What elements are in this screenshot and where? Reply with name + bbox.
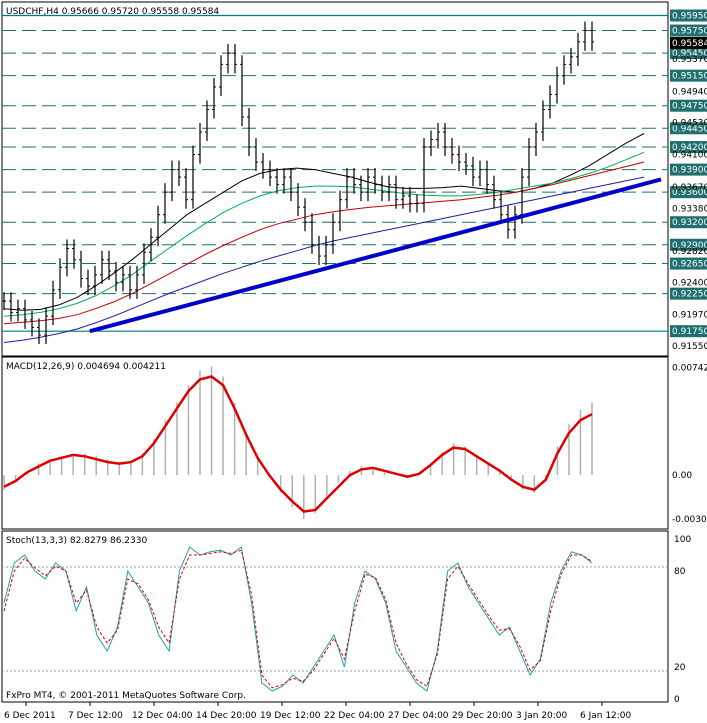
price-panel-title: USDCHF,H4 0.95666 0.95720 0.95558 0.9558… bbox=[6, 7, 219, 17]
time-axis: 6 Dec 2011 7 Dec 12:00 12 Dec 04:00 14 Dec … bbox=[4, 702, 632, 721]
level-label-box bbox=[670, 69, 707, 82]
stoch-signal-line bbox=[3, 549, 593, 689]
stoch-tick-label: 100 bbox=[674, 535, 691, 545]
price-series bbox=[2, 21, 594, 344]
stoch-tick-label: 20 bbox=[674, 663, 686, 673]
macd-panel-title: MACD(12,26,9) 0.004694 0.004211 bbox=[6, 362, 166, 372]
current-price-box bbox=[670, 37, 707, 50]
macd-axis: 0.007426 0.00 -0.003027 bbox=[672, 363, 707, 525]
macd-panel bbox=[1, 356, 669, 530]
level-label-box bbox=[670, 257, 707, 270]
price-tick-label: 0.95584 bbox=[672, 39, 707, 49]
price-tick-label: 0.92400 bbox=[672, 278, 707, 288]
stoch-tick-label: 0 bbox=[674, 695, 680, 705]
level-label: 0.95950 bbox=[672, 12, 707, 22]
level-label-box bbox=[670, 238, 707, 251]
level-label: 0.93200 bbox=[672, 218, 707, 228]
price-tick-label: 0.91550 bbox=[672, 342, 707, 352]
macd-tick-label: 0.007426 bbox=[672, 363, 707, 373]
price-tick-label: 0.94100 bbox=[672, 151, 707, 161]
level-label-box bbox=[670, 47, 707, 60]
level-label: 0.92650 bbox=[672, 260, 707, 270]
level-label-box bbox=[670, 122, 707, 135]
level-label: 0.95750 bbox=[672, 27, 707, 37]
price-tick-label: 0.91970 bbox=[672, 311, 707, 321]
price-axis: 0.95584 0.95370 0.94940 0.94530 0.94100 0.936… bbox=[670, 37, 707, 352]
moving-average-line bbox=[3, 151, 645, 317]
time-tick-label: 27 Dec 04:00 bbox=[388, 711, 449, 721]
time-tick-label: 6 Jan 12:00 bbox=[580, 711, 632, 721]
price-tick-label: 0.93670 bbox=[672, 183, 707, 193]
price-panel bbox=[1, 1, 669, 357]
level-label: 0.95150 bbox=[672, 72, 707, 82]
level-label: 0.93900 bbox=[672, 166, 707, 176]
level-label-box bbox=[670, 24, 707, 37]
stoch-panel bbox=[1, 530, 669, 703]
stoch-panel-title: Stoch(13,3,3) 82.8279 86.2330 bbox=[6, 536, 147, 546]
level-label: 0.91750 bbox=[672, 327, 707, 337]
price-tick-label: 0.93380 bbox=[672, 205, 707, 215]
time-tick-label: 3 Jan 20:00 bbox=[516, 711, 568, 721]
level-label: 0.92900 bbox=[672, 241, 707, 251]
time-tick-label: 14 Dec 20:00 bbox=[196, 711, 257, 721]
macd-tick-label: -0.003027 bbox=[672, 515, 707, 525]
level-label: 0.94200 bbox=[672, 143, 707, 153]
time-tick-label: 6 Dec 2011 bbox=[4, 711, 56, 721]
watermark: FxPro MT4, © 2001-2011 MetaQuotes Softwa… bbox=[6, 691, 246, 701]
level-label-box bbox=[670, 99, 707, 112]
moving-averages bbox=[3, 133, 645, 343]
time-tick-label: 12 Dec 04:00 bbox=[132, 711, 193, 721]
level-label: 0.95450 bbox=[672, 49, 707, 59]
price-tick-label: 0.94530 bbox=[672, 118, 707, 128]
time-tick-label: 29 Dec 20:00 bbox=[452, 711, 513, 721]
price-tick-label: 0.92820 bbox=[672, 247, 707, 257]
price-tick-label: 0.94940 bbox=[672, 87, 707, 97]
moving-average-line bbox=[3, 161, 645, 325]
level-label-box bbox=[670, 216, 707, 229]
time-tick-label: 7 Dec 12:00 bbox=[68, 711, 123, 721]
horizontal-levels: 0.95950 0.95750 0.95450 0.95150 0.94750 0.944… bbox=[2, 9, 707, 338]
trendline[interactable] bbox=[89, 177, 662, 334]
stoch-tick-label: 80 bbox=[674, 567, 686, 577]
stoch-axis: 100 80 20 0 bbox=[674, 535, 691, 705]
level-label: 0.94450 bbox=[672, 124, 707, 134]
level-label-box bbox=[670, 9, 707, 22]
level-label: 0.92250 bbox=[672, 290, 707, 300]
level-label-box bbox=[670, 325, 707, 338]
time-tick-label: 19 Dec 12:00 bbox=[260, 711, 321, 721]
level-label-box bbox=[670, 163, 707, 176]
stoch-main-line bbox=[3, 546, 593, 692]
level-label-box bbox=[670, 287, 707, 300]
level-label-box bbox=[670, 141, 707, 154]
macd-signal-line bbox=[3, 375, 593, 513]
macd-tick-label: 0.00 bbox=[672, 471, 692, 481]
price-tick-label: 0.95370 bbox=[672, 55, 707, 65]
time-tick-label: 22 Dec 04:00 bbox=[324, 711, 385, 721]
moving-average-line bbox=[3, 176, 645, 343]
level-label: 0.94750 bbox=[672, 102, 707, 112]
level-label: 0.93600 bbox=[672, 188, 707, 198]
level-label-box bbox=[670, 186, 707, 199]
